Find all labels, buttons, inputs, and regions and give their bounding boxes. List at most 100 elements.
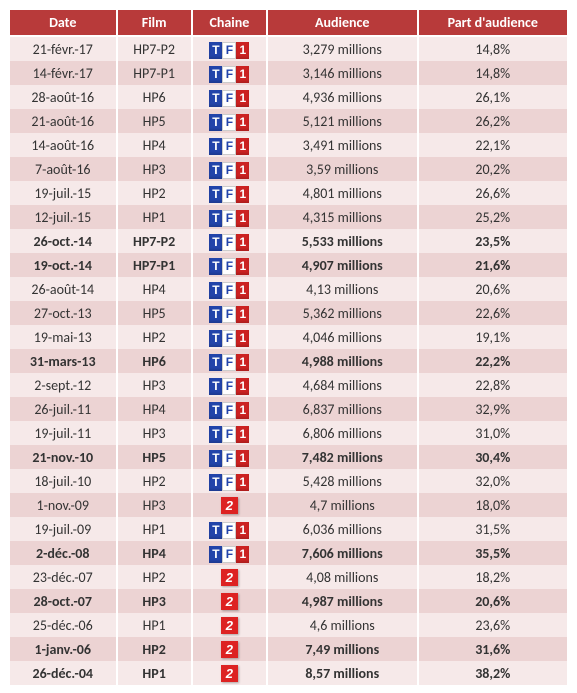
cell-film: HP1 <box>117 661 192 685</box>
cell-date: 28-oct.-07 <box>9 589 117 613</box>
france2-logo-icon: 2 <box>221 593 238 610</box>
header-row: Date Film Chaine Audience Part d'audienc… <box>9 9 568 36</box>
cell-audience: 5,428 millions <box>267 469 418 493</box>
cell-chaine: TF1 <box>192 253 267 277</box>
table-row: 1-nov.-09HP324,7 millions18,0% <box>9 493 568 517</box>
cell-audience: 4,13 millions <box>267 277 418 301</box>
tf1-logo-icon: TF1 <box>209 425 249 442</box>
table-row: 14-août-16HP4TF13,491 millions22,1% <box>9 133 568 157</box>
cell-chaine: TF1 <box>192 85 267 109</box>
cell-chaine: TF1 <box>192 373 267 397</box>
cell-film: HP1 <box>117 205 192 229</box>
cell-audience: 3,279 millions <box>267 36 418 61</box>
tf1-logo-icon: TF1 <box>209 113 249 130</box>
cell-date: 26-déc.-04 <box>9 661 117 685</box>
table-row: 28-oct.-07HP324,987 millions20,6% <box>9 589 568 613</box>
cell-part: 31,5% <box>418 517 569 541</box>
cell-film: HP7-P1 <box>117 253 192 277</box>
cell-date: 21-août-16 <box>9 109 117 133</box>
table-row: 26-déc.-04HP128,57 millions38,2% <box>9 661 568 685</box>
france2-logo-icon: 2 <box>221 617 238 634</box>
tf1-logo-icon: TF1 <box>209 329 249 346</box>
tf1-logo-icon: TF1 <box>209 545 249 562</box>
tf1-logo-icon: TF1 <box>209 449 249 466</box>
tf1-logo-icon: TF1 <box>209 185 249 202</box>
col-date: Date <box>9 9 117 36</box>
cell-film: HP6 <box>117 85 192 109</box>
cell-part: 32,9% <box>418 397 569 421</box>
cell-film: HP1 <box>117 517 192 541</box>
tf1-logo-icon: TF1 <box>209 377 249 394</box>
table-row: 19-mai-13HP2TF14,046 millions19,1% <box>9 325 568 349</box>
cell-chaine: TF1 <box>192 61 267 85</box>
table-row: 19-oct.-14HP7-P1TF14,907 millions21,6% <box>9 253 568 277</box>
cell-audience: 4,7 millions <box>267 493 418 517</box>
cell-date: 1-nov.-09 <box>9 493 117 517</box>
cell-part: 18,2% <box>418 565 569 589</box>
cell-audience: 4,801 millions <box>267 181 418 205</box>
table-row: 19-juil.-15HP2TF14,801 millions26,6% <box>9 181 568 205</box>
france2-logo-icon: 2 <box>221 569 238 586</box>
cell-chaine: TF1 <box>192 397 267 421</box>
table-row: 25-déc.-06HP124,6 millions23,6% <box>9 613 568 637</box>
cell-audience: 4,684 millions <box>267 373 418 397</box>
cell-film: HP4 <box>117 541 192 565</box>
cell-date: 26-août-14 <box>9 277 117 301</box>
cell-part: 14,8% <box>418 61 569 85</box>
cell-chaine: TF1 <box>192 181 267 205</box>
cell-film: HP7-P1 <box>117 61 192 85</box>
cell-audience: 4,046 millions <box>267 325 418 349</box>
table-row: 26-oct.-14HP7-P2TF15,533 millions23,5% <box>9 229 568 253</box>
cell-audience: 4,315 millions <box>267 205 418 229</box>
cell-date: 27-oct.-13 <box>9 301 117 325</box>
cell-chaine: TF1 <box>192 349 267 373</box>
france2-logo-icon: 2 <box>221 641 238 658</box>
cell-date: 19-mai-13 <box>9 325 117 349</box>
cell-chaine: TF1 <box>192 517 267 541</box>
cell-date: 19-juil.-15 <box>9 181 117 205</box>
cell-chaine: TF1 <box>192 109 267 133</box>
table-row: 26-août-14HP4TF14,13 millions20,6% <box>9 277 568 301</box>
cell-date: 2-sept.-12 <box>9 373 117 397</box>
cell-audience: 4,08 millions <box>267 565 418 589</box>
cell-date: 19-juil.-09 <box>9 517 117 541</box>
cell-part: 31,6% <box>418 637 569 661</box>
cell-film: HP3 <box>117 157 192 181</box>
cell-date: 2-déc.-08 <box>9 541 117 565</box>
cell-date: 23-déc.-07 <box>9 565 117 589</box>
col-film: Film <box>117 9 192 36</box>
cell-film: HP2 <box>117 637 192 661</box>
tf1-logo-icon: TF1 <box>209 209 249 226</box>
cell-chaine: 2 <box>192 613 267 637</box>
cell-audience: 3,59 millions <box>267 157 418 181</box>
table-row: 21-févr.-17HP7-P2TF13,279 millions14,8% <box>9 36 568 61</box>
cell-film: HP3 <box>117 493 192 517</box>
cell-film: HP2 <box>117 469 192 493</box>
cell-part: 21,6% <box>418 253 569 277</box>
cell-film: HP1 <box>117 613 192 637</box>
cell-audience: 4,6 millions <box>267 613 418 637</box>
cell-film: HP2 <box>117 181 192 205</box>
cell-date: 28-août-16 <box>9 85 117 109</box>
cell-part: 20,6% <box>418 589 569 613</box>
cell-date: 26-juil.-11 <box>9 397 117 421</box>
cell-date: 21-nov.-10 <box>9 445 117 469</box>
cell-audience: 6,837 millions <box>267 397 418 421</box>
cell-part: 23,6% <box>418 613 569 637</box>
cell-film: HP4 <box>117 397 192 421</box>
col-audience: Audience <box>267 9 418 36</box>
cell-part: 26,2% <box>418 109 569 133</box>
cell-part: 20,2% <box>418 157 569 181</box>
tf1-logo-icon: TF1 <box>209 305 249 322</box>
table-row: 12-juil.-15HP1TF14,315 millions25,2% <box>9 205 568 229</box>
cell-audience: 4,907 millions <box>267 253 418 277</box>
table-row: 19-juil.-11HP3TF16,806 millions31,0% <box>9 421 568 445</box>
cell-part: 22,2% <box>418 349 569 373</box>
cell-chaine: TF1 <box>192 133 267 157</box>
cell-chaine: 2 <box>192 661 267 685</box>
cell-part: 31,0% <box>418 421 569 445</box>
cell-audience: 5,533 millions <box>267 229 418 253</box>
table-row: 28-août-16HP6TF14,936 millions26,1% <box>9 85 568 109</box>
cell-date: 7-août-16 <box>9 157 117 181</box>
cell-film: HP5 <box>117 109 192 133</box>
